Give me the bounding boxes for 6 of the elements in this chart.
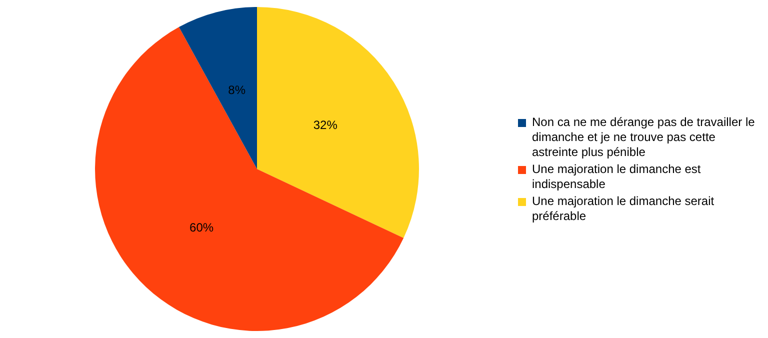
legend-label: Une majoration le dimanche est indispensable [532,162,702,192]
data-label: 8% [228,82,246,97]
data-label: 60% [190,220,214,234]
data-label: 32% [313,118,338,132]
legend-label: Non ca ne me dérange pas de travailler le dimanche et je ne trouve pas cette astreinte plus pénible [532,114,756,160]
legend-label: Une majoration le dimanche serait préférable [532,194,716,224]
